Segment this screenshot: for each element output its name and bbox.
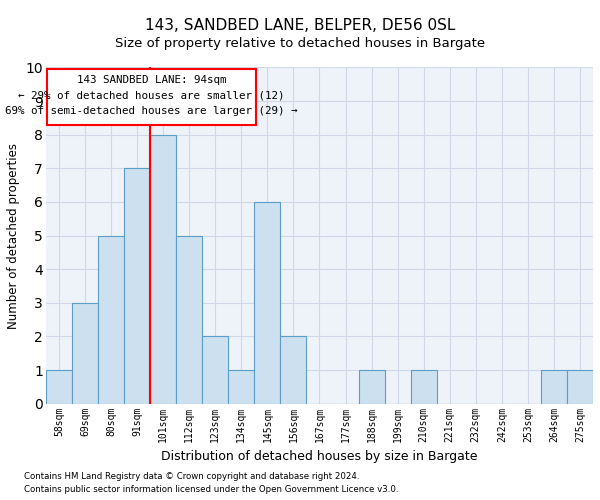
Bar xyxy=(150,134,176,404)
X-axis label: Distribution of detached houses by size in Bargate: Distribution of detached houses by size … xyxy=(161,450,478,463)
Bar xyxy=(228,370,254,404)
Bar xyxy=(98,236,124,404)
Bar xyxy=(410,370,437,404)
Bar xyxy=(541,370,567,404)
Bar xyxy=(359,370,385,404)
Bar xyxy=(124,168,150,404)
Bar xyxy=(280,336,307,404)
Y-axis label: Number of detached properties: Number of detached properties xyxy=(7,142,20,328)
Text: 69% of semi-detached houses are larger (29) →: 69% of semi-detached houses are larger (… xyxy=(5,106,298,116)
Text: Size of property relative to detached houses in Bargate: Size of property relative to detached ho… xyxy=(115,38,485,51)
Text: 143 SANDBED LANE: 94sqm: 143 SANDBED LANE: 94sqm xyxy=(77,75,226,85)
Bar xyxy=(72,303,98,404)
Bar xyxy=(567,370,593,404)
Text: ← 29% of detached houses are smaller (12): ← 29% of detached houses are smaller (12… xyxy=(18,91,284,101)
Bar xyxy=(254,202,280,404)
Bar xyxy=(176,236,202,404)
Bar xyxy=(202,336,228,404)
Text: Contains public sector information licensed under the Open Government Licence v3: Contains public sector information licen… xyxy=(24,485,398,494)
Bar xyxy=(47,69,256,126)
Bar xyxy=(46,370,72,404)
Text: Contains HM Land Registry data © Crown copyright and database right 2024.: Contains HM Land Registry data © Crown c… xyxy=(24,472,359,481)
Text: 143, SANDBED LANE, BELPER, DE56 0SL: 143, SANDBED LANE, BELPER, DE56 0SL xyxy=(145,18,455,32)
